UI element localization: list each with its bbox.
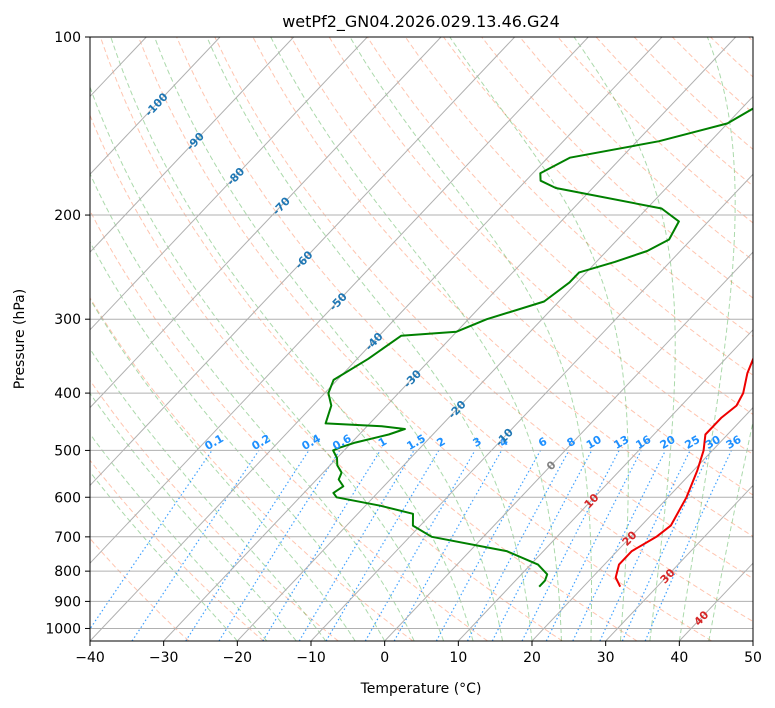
mixing-ratio-line: [218, 450, 341, 641]
x-axis-label: Temperature (°C): [360, 681, 482, 697]
dry-adiabat: [328, 37, 753, 455]
mixing-ratio-line: [545, 450, 642, 641]
moist-adiabat: [349, 37, 592, 641]
y-tick-label: 700: [54, 530, 81, 546]
y-tick-label: 100: [54, 30, 81, 46]
moist-adiabat: [270, 37, 562, 641]
mixing-ratio-line: [90, 450, 213, 630]
x-tick-label: 20: [523, 650, 541, 666]
profiles: [324, 107, 753, 588]
dry-adiabat: [290, 37, 753, 496]
moist-adiabat: [110, 37, 474, 641]
dewpoint-profile: [324, 107, 753, 588]
x-tick-label: 10: [449, 650, 467, 666]
plot-frame: [89, 36, 754, 642]
isotherm-line: [0, 37, 73, 641]
y-tick-label: 900: [54, 594, 81, 610]
isotherm-line: [605, 484, 753, 641]
x-tick-label: 50: [744, 650, 762, 666]
dry-adiabat: [99, 37, 638, 641]
isotherm-line: [163, 37, 737, 641]
isotherm-line: [90, 37, 368, 331]
mixing-ratio-line: [262, 450, 381, 641]
isotherm-line: [310, 173, 753, 641]
moist-adiabat: [708, 419, 753, 641]
background-lines: [90, 37, 753, 641]
x-tick-label: −20: [223, 650, 253, 666]
isotherm-line: [90, 37, 589, 564]
moist-adiabat: [90, 240, 386, 641]
dry-adiabat: [404, 37, 753, 376]
moist-adiabat: [573, 37, 676, 641]
isotherm-line: [752, 640, 753, 641]
temperature-profile: [614, 356, 753, 588]
dry-adiabat: [481, 37, 753, 299]
isotherm-line: [90, 37, 516, 487]
moist-adiabat: [154, 37, 503, 641]
grid-lines: [0, 37, 753, 641]
dry-adiabat: [176, 37, 753, 623]
moist-adiabat: [90, 298, 356, 641]
x-tick-label: 30: [597, 650, 615, 666]
isotherm-line: [90, 37, 663, 641]
x-tick-label: −30: [149, 650, 179, 666]
isotherm-line: [90, 37, 221, 175]
mixing-ratio-line: [185, 450, 310, 641]
y-tick-label: 200: [54, 208, 81, 224]
moist-adiabat: [90, 85, 445, 641]
axis-ticks: −40 −30 −20 −10 0 10 20 30 40 50 100 200 300 400 500 60…: [45, 30, 762, 666]
moist-adiabat: [678, 37, 736, 641]
y-tick-label: 800: [54, 564, 81, 580]
moist-adiabat: [206, 37, 533, 641]
x-tick-label: −10: [296, 650, 326, 666]
mixing-ratio-line: [435, 450, 542, 641]
dry-adiabat: [214, 37, 753, 580]
isotherm-line: [384, 251, 753, 641]
isotherm-line: [236, 95, 753, 641]
moist-adiabat: [90, 471, 238, 641]
y-tick-label: 1000: [45, 621, 81, 637]
isotherm-line: [90, 37, 295, 253]
isotherm-line: [457, 329, 753, 641]
moist-adiabat: [449, 37, 629, 641]
moist-adiabat: [90, 347, 327, 641]
x-tick-label: −40: [75, 650, 105, 666]
mixing-ratio-line: [466, 450, 570, 641]
x-tick-label: 0: [380, 650, 389, 666]
isotherm-line: [531, 406, 753, 641]
dry-adiabat: [90, 114, 563, 641]
dry-adiabat: [90, 537, 190, 641]
dry-adiabat: [90, 209, 488, 641]
y-tick-label: 300: [54, 312, 81, 328]
chart-title: wetPf2_GN04.2026.029.13.46.G24: [282, 12, 560, 32]
y-tick-label: 500: [54, 443, 81, 459]
mixing-ratio-line: [521, 450, 620, 641]
mixing-ratio-line: [393, 450, 503, 641]
dry-adiabat: [90, 459, 264, 641]
y-tick-label: 600: [54, 490, 81, 506]
isotherm-line: [90, 37, 442, 409]
x-tick-label: 40: [670, 650, 688, 666]
y-axis-label: Pressure (hPa): [12, 289, 28, 389]
y-tick-label: 400: [54, 386, 81, 402]
dry-adiabat: [138, 37, 712, 641]
plot-background: [90, 37, 753, 641]
